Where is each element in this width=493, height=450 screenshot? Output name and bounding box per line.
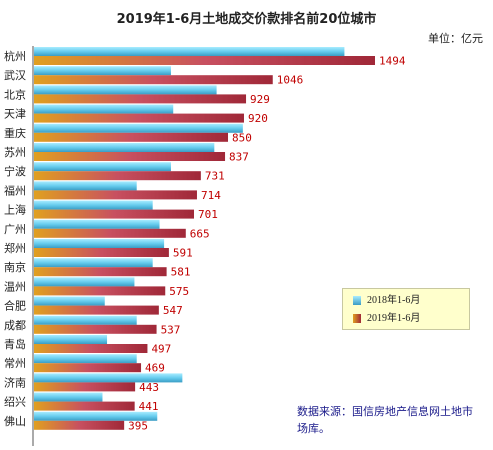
category-label: 宁波: [4, 164, 26, 178]
bar-2019: [34, 94, 247, 104]
category-label: 青岛: [4, 337, 26, 351]
unit-label: 单位：亿元: [428, 32, 483, 45]
category-label: 重庆: [4, 126, 26, 140]
category-label: 郑州: [4, 241, 26, 255]
category-label: 济南: [4, 375, 26, 389]
value-label: 497: [151, 343, 171, 356]
bar-2019: [34, 56, 375, 65]
bar-2019: [34, 132, 229, 142]
category-label: 苏州: [4, 146, 26, 159]
bar-2018: [34, 411, 158, 421]
bar-2019: [34, 113, 244, 123]
category-label: 杭州: [4, 49, 26, 63]
value-label: 1046: [277, 74, 304, 87]
value-label: 920: [248, 112, 268, 125]
value-label: 731: [205, 170, 225, 183]
chart-title: 2019年1-6月土地成交价款排名前20位城市: [116, 12, 377, 27]
category-label: 武汉: [4, 69, 26, 82]
bar-2019: [34, 363, 142, 373]
value-label: 714: [201, 189, 221, 202]
bar-2019: [34, 324, 157, 334]
category-label: 福州: [4, 183, 26, 197]
bar-2019: [34, 420, 125, 430]
value-label: 575: [169, 285, 189, 298]
value-label: 469: [145, 362, 165, 375]
legend-swatch-2018: [353, 296, 361, 306]
category-label: 绍兴: [4, 395, 26, 409]
value-label: 837: [229, 151, 249, 164]
category-label: 北京: [4, 87, 26, 101]
category-label: 温州: [4, 280, 26, 293]
bar-2019: [34, 209, 195, 219]
category-label: 常州: [4, 357, 26, 370]
value-label: 537: [161, 323, 181, 336]
value-label: 1494: [379, 55, 406, 68]
legend-label-2018: 2018年1-6月: [367, 295, 421, 306]
category-label: 成都: [4, 319, 26, 332]
bar-2019: [34, 75, 273, 85]
bar-2019: [34, 286, 166, 296]
legend-swatch-2019: [353, 314, 361, 324]
category-label: 上海: [4, 203, 26, 217]
bar-2019: [34, 228, 186, 238]
category-label: 南京: [4, 260, 26, 274]
bar-2018: [34, 354, 137, 364]
bar-2018: [34, 47, 345, 56]
bar-2018: [34, 277, 135, 287]
value-labels: 1494 1046 929 920 850 837 731 714 701 665 591 581 57…: [128, 55, 406, 433]
bar-2019: [34, 152, 226, 161]
bar-2018: [34, 373, 183, 383]
bar-2018: [34, 335, 108, 344]
bar-2018: [34, 296, 105, 306]
value-label: 701: [198, 208, 218, 221]
bar-2018: [34, 315, 137, 325]
bar-2019: [34, 305, 159, 315]
bars: [34, 47, 375, 430]
category-label: 佛山: [4, 415, 26, 428]
bar-2018: [34, 219, 160, 229]
bar-2019: [34, 344, 148, 353]
bar-2019: [34, 248, 169, 257]
bar-2018: [34, 104, 174, 114]
value-label: 547: [163, 304, 183, 317]
legend-label-2019: 2019年1-6月: [367, 313, 421, 324]
legend-item-2018: 2018年1-6月: [353, 294, 420, 308]
bar-2019: [34, 382, 136, 392]
bar-2018: [34, 66, 171, 76]
category-label: 天津: [4, 108, 26, 121]
value-label: 441: [139, 400, 159, 413]
value-label: 850: [232, 131, 252, 144]
bar-2018: [34, 258, 153, 268]
category-label: 广州: [4, 223, 26, 236]
value-label: 591: [173, 247, 193, 260]
value-label: 395: [128, 419, 148, 432]
legend-item-2019: 2019年1-6月: [353, 312, 420, 326]
value-label: 581: [171, 266, 191, 279]
value-label: 443: [139, 381, 159, 394]
bar-2018: [34, 85, 217, 95]
value-label: 665: [190, 227, 210, 240]
bar-2018: [34, 123, 243, 133]
bar-2018: [34, 200, 153, 210]
bar-2019: [34, 401, 135, 411]
bar-2019: [34, 190, 197, 200]
source-note: 数据来源：国信房地产信息网土地市场库。: [297, 405, 473, 435]
bar-2018: [34, 239, 165, 248]
bar-2019: [34, 267, 167, 277]
bar-2018: [34, 143, 215, 152]
legend: 2018年1-6月 2019年1-6月: [342, 288, 470, 330]
category-label: 合肥: [4, 299, 26, 313]
bar-2018: [34, 162, 171, 172]
value-label: 929: [250, 93, 270, 106]
bar-2018: [34, 181, 137, 191]
bar-2019: [34, 171, 201, 181]
bar-2018: [34, 392, 103, 402]
